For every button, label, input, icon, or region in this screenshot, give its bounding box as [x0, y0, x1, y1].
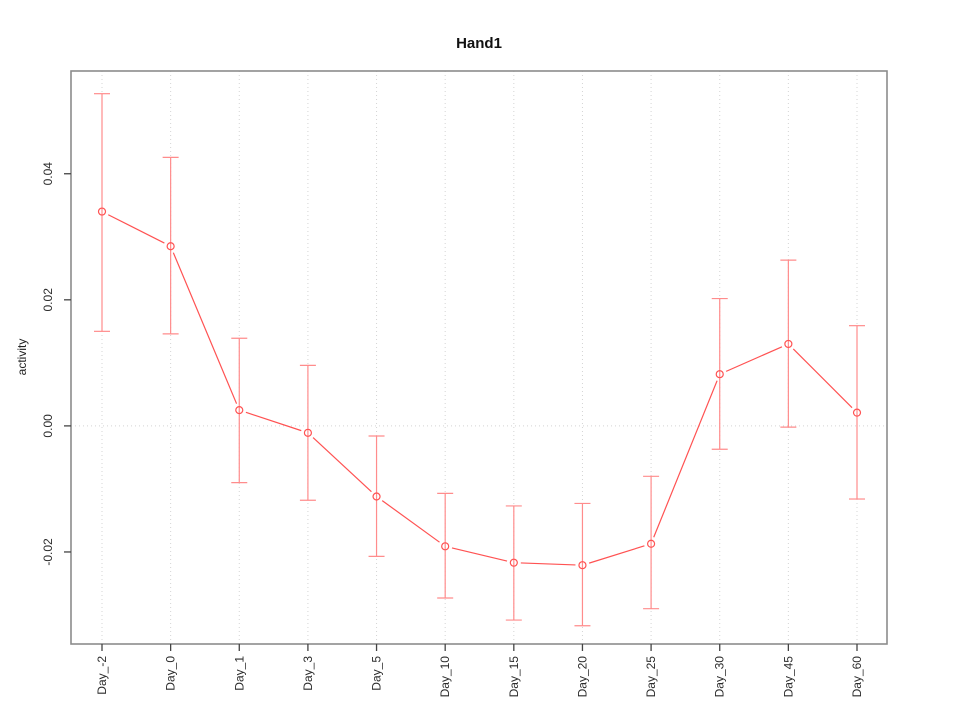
error-bar [368, 435, 385, 557]
data-point [646, 539, 656, 548]
gridlines [101, 71, 858, 644]
x-tick-label: Day_60 [850, 656, 864, 698]
error-bar [231, 337, 248, 484]
error-bar [780, 259, 797, 428]
series-line [107, 214, 853, 566]
x-tick-label: Day_15 [507, 656, 521, 698]
y-tick-label: -0.02 [41, 538, 55, 566]
x-tick-label: Day_20 [575, 656, 589, 698]
series-segment [107, 214, 165, 244]
error-bar [849, 325, 865, 500]
x-tick-label: Day_45 [781, 656, 795, 698]
series-segment [245, 411, 302, 432]
series-segment [520, 562, 576, 566]
series-segment [653, 380, 718, 538]
x-tick-label: Day_25 [644, 656, 658, 698]
error-bar [574, 502, 591, 627]
x-tick-label: Day_-2 [95, 656, 109, 695]
error-bar [437, 492, 454, 599]
series-segment [792, 348, 853, 409]
y-tick-label: 0.02 [41, 288, 55, 312]
data-point [97, 207, 107, 216]
y-tick-label: 0.04 [41, 162, 55, 186]
plot-box [70, 70, 888, 645]
data-point [166, 242, 175, 251]
data-point [441, 542, 450, 551]
error-bars [94, 93, 865, 627]
data-points [97, 207, 862, 570]
data-point [784, 339, 793, 349]
data-point [235, 406, 244, 415]
error-bar [505, 505, 522, 621]
x-tick-label: Day_30 [713, 656, 727, 698]
series-segment [312, 437, 372, 493]
x-tick-label: Day_3 [301, 656, 315, 691]
series-segment [588, 545, 645, 564]
data-point [372, 492, 381, 501]
series-segment [725, 346, 783, 372]
series-segment [172, 252, 238, 404]
data-point [509, 558, 518, 567]
y-tick-label: 0.00 [41, 414, 55, 438]
chart-title: Hand1 [456, 35, 502, 52]
y-axis-labels: -0.02 0.00 0.02 0.04 [41, 162, 55, 566]
series-segment [381, 500, 440, 543]
error-bar [94, 93, 110, 332]
error-bar [299, 364, 316, 501]
x-tick-label: Day_1 [232, 656, 246, 691]
data-point [578, 561, 587, 570]
x-tick-label: Day_10 [438, 656, 452, 698]
data-point [303, 428, 313, 437]
error-bar [162, 156, 179, 335]
x-tick-label: Day_0 [164, 656, 178, 691]
error-bar [711, 297, 728, 450]
data-point [715, 370, 724, 379]
y-axis-ticks [64, 173, 71, 553]
data-point [852, 408, 862, 417]
x-tick-label: Day_5 [370, 656, 384, 691]
x-axis-labels: Day_-2 Day_0 Day_1 Day_3 Day_5 Day_10 Day_15 Da… [95, 656, 864, 698]
series-segment [451, 547, 508, 562]
error-bar [643, 475, 660, 610]
x-axis-ticks [101, 644, 858, 651]
